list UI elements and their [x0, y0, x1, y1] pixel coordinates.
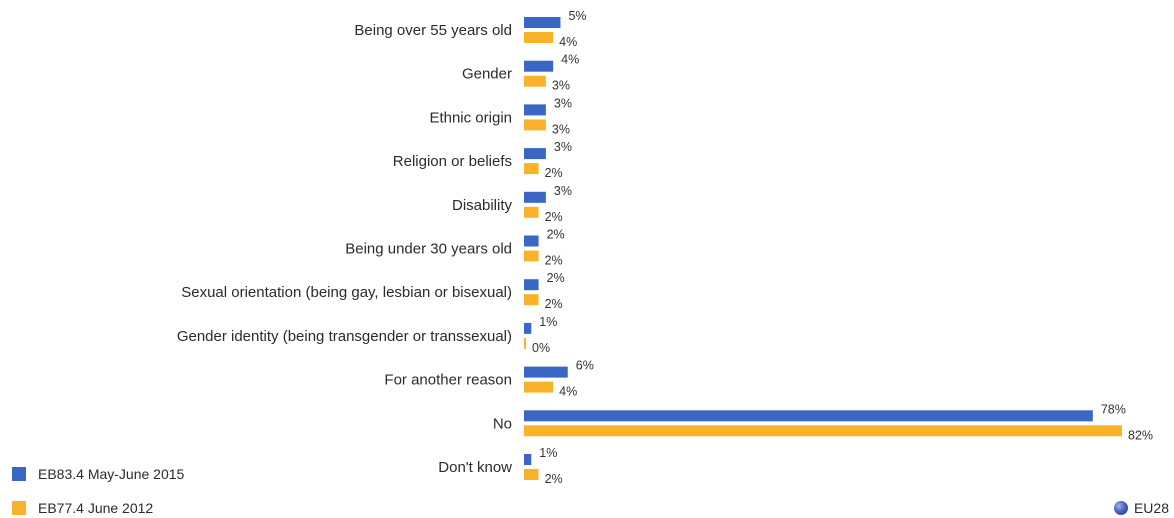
bar-series1-disability [524, 191, 546, 203]
eu28-badge: EU28 [1113, 500, 1169, 516]
value-label-series1-gender: 4% [561, 53, 579, 67]
value-label-series1-being-under-30-years-old: 2% [547, 228, 565, 242]
category-label-ethnic-origin: Ethnic origin [429, 109, 512, 126]
bar-series1-being-over-55-years-old [524, 17, 561, 28]
value-label-series2-sexual-orientation-being-gay-lesbian-or-bisexual: 2% [545, 297, 563, 311]
value-label-series1-religion-or-beliefs: 3% [554, 140, 572, 154]
bar-series2-being-under-30-years-old [524, 250, 539, 262]
bar-series1-no [524, 410, 1093, 422]
legend-swatch-series2 [12, 501, 26, 515]
category-label-gender-identity-being-transgender-or-transsexual: Gender identity (being transgender or tr… [177, 328, 512, 345]
value-label-series1-gender-identity-being-transgender-or-transsexual: 1% [539, 315, 557, 329]
value-label-series2-being-under-30-years-old: 2% [545, 254, 563, 268]
bar-series2-gender [524, 75, 546, 87]
value-label-series1-don-t-know: 1% [539, 446, 557, 460]
bar-series2-ethnic-origin [524, 119, 546, 131]
category-label-being-under-30-years-old: Being under 30 years old [345, 241, 512, 258]
value-label-series1-sexual-orientation-being-gay-lesbian-or-bisexual: 2% [547, 271, 565, 285]
category-label-disability: Disability [452, 197, 513, 214]
value-label-series1-no: 78% [1101, 402, 1126, 416]
category-label-being-over-55-years-old: Being over 55 years old [354, 22, 512, 39]
value-label-series2-ethnic-origin: 3% [552, 122, 570, 136]
category-label-no: No [493, 415, 512, 432]
bar-series1-sexual-orientation-being-gay-lesbian-or-bisexual [524, 279, 539, 291]
legend-label-series2: EB77.4 June 2012 [38, 500, 154, 516]
value-label-series2-gender: 3% [552, 79, 570, 93]
value-label-series1-for-another-reason: 6% [576, 359, 594, 373]
value-label-series2-for-another-reason: 4% [559, 385, 577, 399]
value-label-series1-disability: 3% [554, 184, 572, 198]
bar-series1-for-another-reason [524, 366, 568, 378]
value-label-series2-no: 82% [1128, 428, 1153, 442]
eu-globe-icon [1113, 501, 1128, 515]
category-label-for-another-reason: For another reason [384, 372, 512, 389]
value-label-series2-being-over-55-years-old: 4% [559, 35, 577, 49]
category-label-religion-or-beliefs: Religion or beliefs [393, 153, 512, 170]
category-label-don-t-know: Don't know [438, 459, 512, 476]
legend-item-series2: EB77.4 June 2012 [12, 500, 153, 516]
value-label-series1-ethnic-origin: 3% [554, 96, 572, 110]
value-label-series2-gender-identity-being-transgender-or-transsexual: 0% [532, 341, 550, 355]
value-label-series1-being-over-55-years-old: 5% [568, 9, 586, 23]
bar-series1-religion-or-beliefs [524, 148, 546, 160]
value-label-series2-don-t-know: 2% [545, 472, 563, 486]
bar-series1-ethnic-origin [524, 104, 546, 116]
bar-series2-gender-identity-being-transgender-or-transsexual [524, 337, 526, 349]
bar-series1-gender-identity-being-transgender-or-transsexual [524, 322, 532, 334]
legend-item-series1: EB83.4 May-June 2015 [12, 466, 184, 482]
bar-series1-being-under-30-years-old [524, 235, 539, 247]
bar-series2-sexual-orientation-being-gay-lesbian-or-bisexual [524, 294, 539, 306]
bar-series2-religion-or-beliefs [524, 163, 539, 175]
bar-series1-gender [524, 60, 554, 72]
legend-label-series1: EB83.4 May-June 2015 [38, 466, 185, 482]
bar-series2-being-over-55-years-old [524, 32, 554, 43]
category-label-gender: Gender [462, 66, 512, 83]
bar-series2-don-t-know [524, 469, 539, 480]
value-label-series2-religion-or-beliefs: 2% [545, 166, 563, 180]
bar-series2-for-another-reason [524, 381, 554, 393]
bar-series2-disability [524, 206, 539, 218]
bar-series1-don-t-know [524, 454, 532, 465]
legend-swatch-series1 [12, 467, 26, 481]
bar-series2-no [524, 425, 1122, 437]
value-label-series2-disability: 2% [545, 210, 563, 224]
category-label-sexual-orientation-being-gay-lesbian-or-bisexual: Sexual orientation (being gay, lesbian o… [181, 284, 512, 301]
eu28-label: EU28 [1133, 500, 1169, 516]
